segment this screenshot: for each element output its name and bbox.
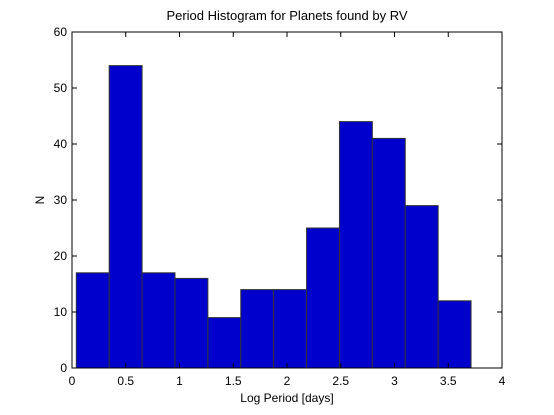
x-tick-label: 4 (499, 374, 506, 388)
x-tick-label: 1.5 (225, 374, 242, 388)
x-tick-label: 3.5 (440, 374, 457, 388)
bars-group (75, 65, 472, 369)
x-tick-label: 0.5 (117, 374, 134, 388)
axes-frame (71, 31, 503, 369)
chart-title: Period Histogram for Planets found by RV (166, 8, 407, 23)
y-tick-label: 20 (54, 249, 68, 263)
histogram-bar (108, 65, 143, 369)
histogram-bar (437, 300, 472, 369)
y-tick-label: 30 (54, 193, 68, 207)
y-tick-label: 50 (54, 81, 68, 95)
histogram-bar (371, 137, 406, 369)
histogram-bar (174, 277, 209, 369)
histogram-bar (306, 227, 340, 369)
y-tick-label: 0 (60, 361, 67, 375)
y-tick-label: 40 (54, 137, 68, 151)
histogram-bar (141, 272, 176, 369)
histogram-bar (207, 317, 242, 369)
histogram-bar (240, 289, 275, 369)
y-tick-label: 10 (54, 305, 68, 319)
x-tick-label: 0 (69, 374, 76, 388)
y-tick-label: 60 (54, 25, 68, 39)
histogram-bar (273, 289, 308, 369)
histogram-bar (75, 272, 110, 369)
x-tick-label: 2.5 (332, 374, 349, 388)
y-axis-label: N (33, 196, 47, 205)
x-tick-label: 3 (391, 374, 398, 388)
histogram-bar (338, 121, 373, 369)
x-tick-label: 2 (284, 374, 291, 388)
x-axis-label: Log Period [days] (240, 391, 333, 405)
x-tick-label: 1 (176, 374, 183, 388)
histogram-bar (404, 205, 439, 369)
